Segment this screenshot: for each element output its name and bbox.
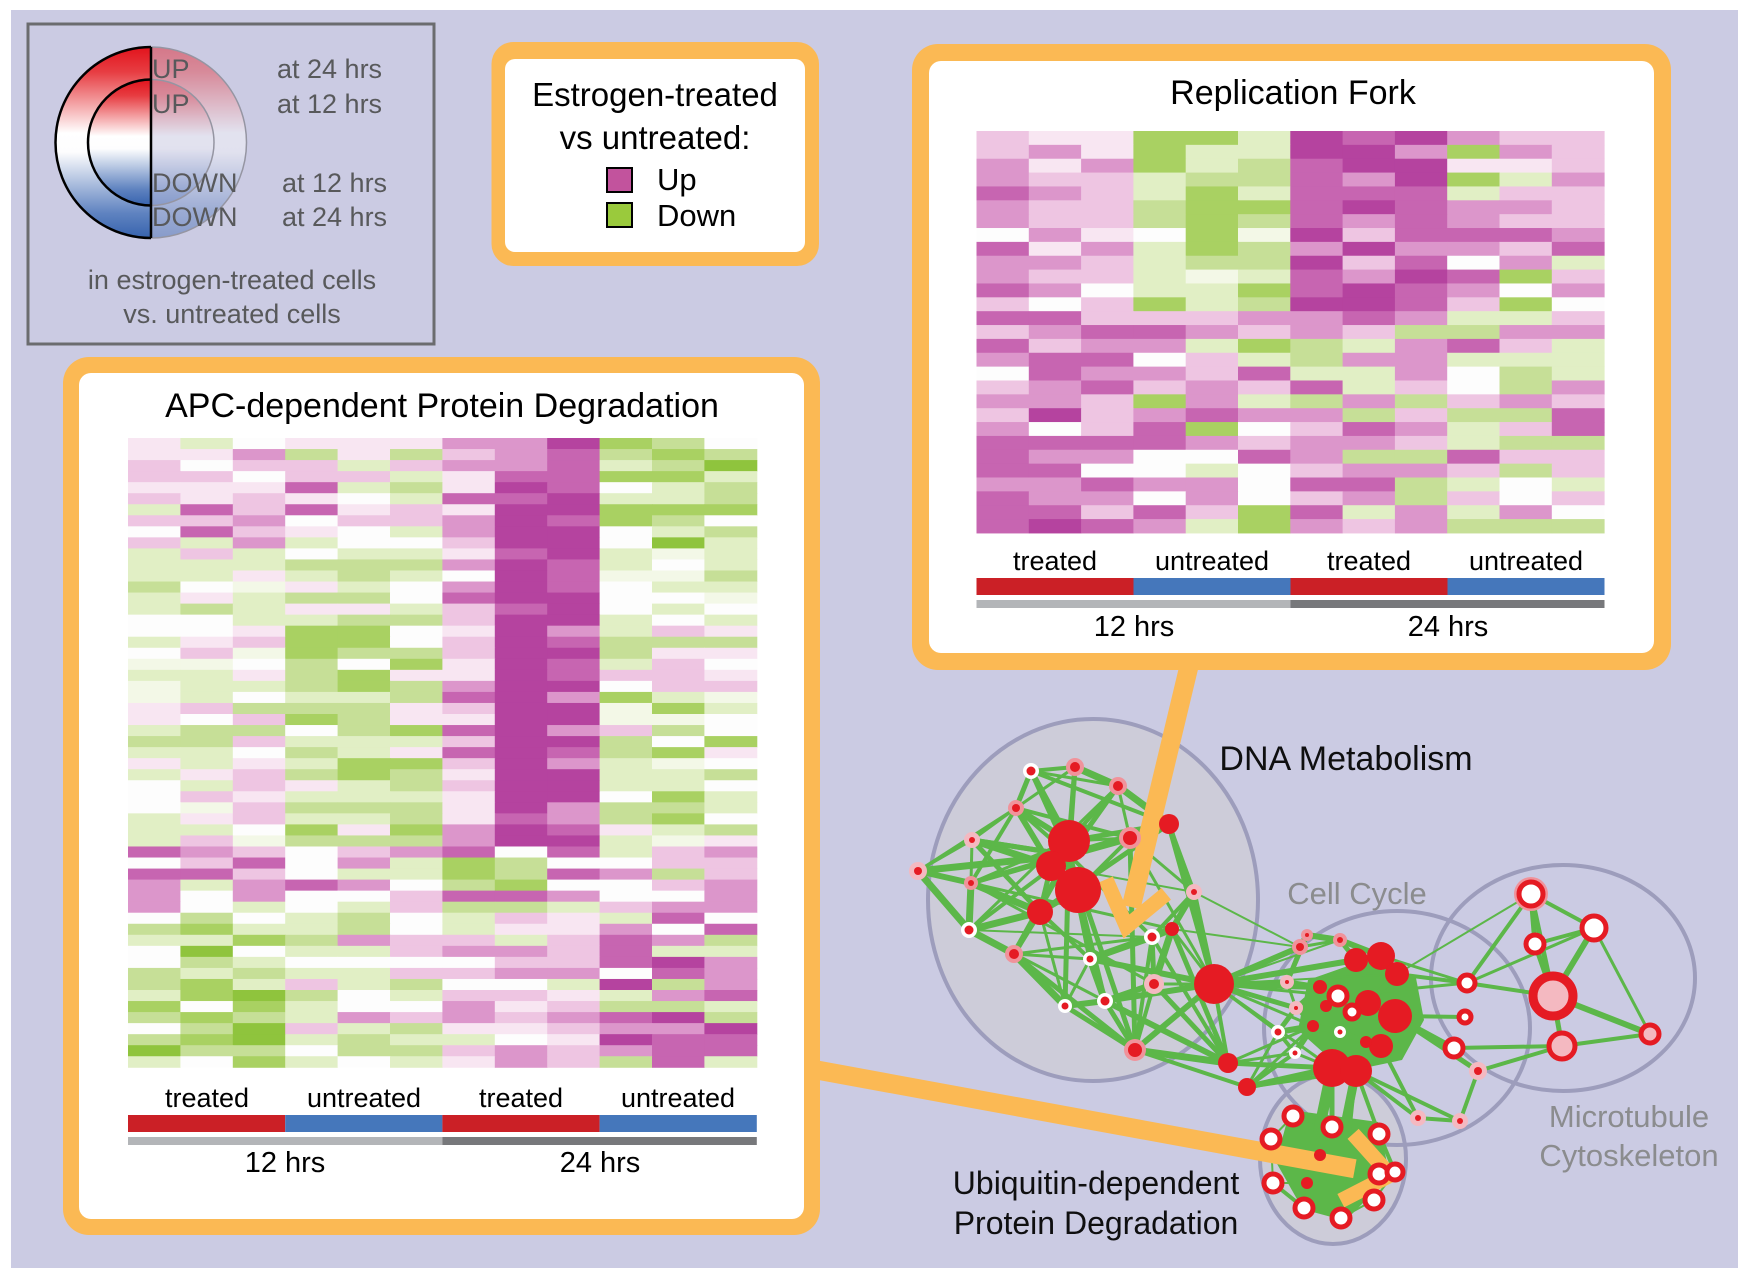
svg-text:untreated: untreated	[621, 1083, 735, 1113]
svg-text:Cytoskeleton: Cytoskeleton	[1539, 1138, 1718, 1173]
svg-text:vs untreated:: vs untreated:	[560, 119, 751, 156]
svg-text:12 hrs: 12 hrs	[1094, 611, 1175, 643]
svg-text:vs. untreated cells: vs. untreated cells	[123, 299, 341, 329]
svg-text:24 hrs: 24 hrs	[1408, 611, 1489, 643]
svg-text:DOWN: DOWN	[152, 168, 237, 198]
svg-text:at 24 hrs: at 24 hrs	[277, 54, 382, 84]
svg-text:UP: UP	[152, 89, 190, 119]
svg-text:DNA Metabolism: DNA Metabolism	[1219, 740, 1472, 778]
svg-text:Cell Cycle: Cell Cycle	[1287, 876, 1427, 911]
svg-text:treated: treated	[479, 1083, 563, 1113]
svg-text:Replication Fork: Replication Fork	[1170, 74, 1417, 112]
svg-text:untreated: untreated	[307, 1083, 421, 1113]
svg-text:treated: treated	[1013, 546, 1097, 576]
svg-text:Protein Degradation: Protein Degradation	[954, 1205, 1239, 1241]
svg-text:at 24 hrs: at 24 hrs	[282, 202, 387, 232]
svg-text:at 12 hrs: at 12 hrs	[277, 89, 382, 119]
svg-text:Ubiquitin-dependent: Ubiquitin-dependent	[953, 1165, 1240, 1201]
svg-text:UP: UP	[152, 54, 190, 84]
svg-text:12 hrs: 12 hrs	[245, 1147, 326, 1179]
svg-text:Down: Down	[657, 198, 736, 233]
svg-text:DOWN: DOWN	[152, 202, 237, 232]
svg-text:in estrogen-treated cells: in estrogen-treated cells	[88, 265, 376, 295]
svg-text:Estrogen-treated: Estrogen-treated	[532, 76, 778, 113]
svg-text:treated: treated	[165, 1083, 249, 1113]
svg-text:at 12 hrs: at 12 hrs	[282, 168, 387, 198]
svg-text:Up: Up	[657, 162, 697, 197]
svg-text:treated: treated	[1327, 546, 1411, 576]
svg-text:APC-dependent Protein Degradat: APC-dependent Protein Degradation	[165, 387, 719, 425]
svg-text:untreated: untreated	[1155, 546, 1269, 576]
svg-text:Microtubule: Microtubule	[1549, 1099, 1709, 1134]
svg-text:untreated: untreated	[1469, 546, 1583, 576]
svg-text:24 hrs: 24 hrs	[560, 1147, 641, 1179]
